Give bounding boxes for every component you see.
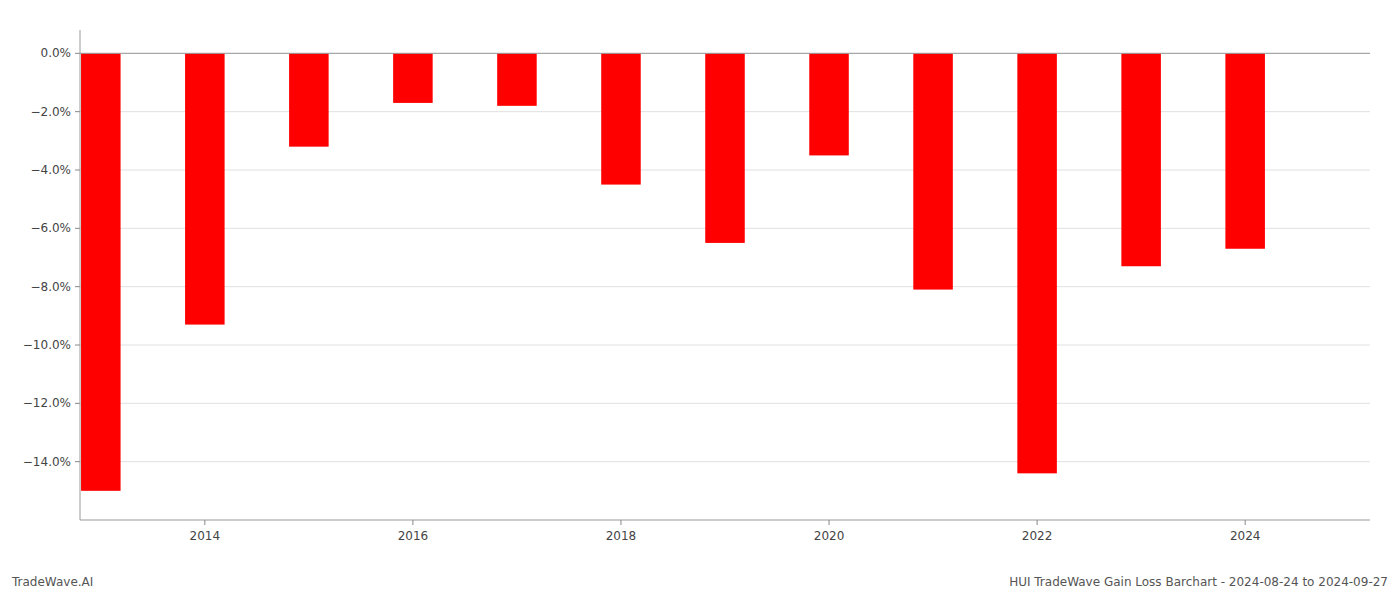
x-tick-label: 2022 bbox=[1022, 529, 1053, 543]
x-axis-line bbox=[80, 520, 1370, 521]
x-tick bbox=[1245, 520, 1246, 525]
bar bbox=[185, 53, 225, 324]
bar bbox=[1017, 53, 1057, 473]
bar bbox=[913, 53, 953, 289]
bar bbox=[809, 53, 849, 155]
grid-line bbox=[80, 345, 1370, 346]
footer-text: TradeWave.AI bbox=[11, 575, 93, 589]
bar bbox=[81, 53, 121, 491]
y-tick-label: −14.0% bbox=[23, 455, 71, 469]
x-tick-label: 2020 bbox=[814, 529, 845, 543]
grid-line bbox=[80, 403, 1370, 404]
x-tick-label: 2016 bbox=[398, 529, 429, 543]
y-tick bbox=[75, 53, 80, 54]
bar bbox=[289, 53, 329, 146]
bar bbox=[393, 53, 433, 103]
y-tick bbox=[75, 461, 80, 462]
y-tick-label: −2.0% bbox=[30, 105, 71, 119]
grid-line bbox=[80, 461, 1370, 462]
y-tick bbox=[75, 228, 80, 229]
y-grid bbox=[80, 53, 1370, 461]
x-tick-label: 2018 bbox=[606, 529, 637, 543]
chart: 0.0% −2.0% −4.0% −6.0% −8.0% −10.0% −12.0% −14.… bbox=[0, 0, 1400, 600]
footer-text: HUI TradeWave Gain Loss Barchart - 2024-… bbox=[1009, 575, 1388, 589]
y-tick-label: −6.0% bbox=[30, 221, 71, 235]
x-tick-label: 2024 bbox=[1230, 529, 1261, 543]
x-tick bbox=[412, 520, 413, 525]
x-tick bbox=[1037, 520, 1038, 525]
grid-line bbox=[80, 53, 1370, 54]
y-tick-label: −10.0% bbox=[23, 338, 71, 352]
y-tick bbox=[75, 403, 80, 404]
zero-line bbox=[80, 53, 1370, 54]
chart-container: 0.0% −2.0% −4.0% −6.0% −8.0% −10.0% −12.0% −14.… bbox=[0, 0, 1400, 600]
y-tick bbox=[75, 111, 80, 112]
x-tick bbox=[620, 520, 621, 525]
y-axis-line bbox=[80, 30, 81, 520]
y-tick-label: 0.0% bbox=[41, 46, 72, 60]
bar bbox=[1225, 53, 1265, 248]
x-tick bbox=[204, 520, 205, 525]
bar bbox=[497, 53, 537, 105]
y-tick-label: −4.0% bbox=[30, 163, 71, 177]
x-tick bbox=[829, 520, 830, 525]
y-tick bbox=[75, 286, 80, 287]
bar bbox=[601, 53, 641, 184]
y-tick-label: −12.0% bbox=[23, 396, 71, 410]
y-tick bbox=[75, 345, 80, 346]
grid-line bbox=[80, 286, 1370, 287]
y-tick bbox=[75, 170, 80, 171]
bar bbox=[705, 53, 745, 243]
bars bbox=[81, 53, 1265, 491]
bar bbox=[1121, 53, 1161, 266]
x-tick-label: 2014 bbox=[190, 529, 221, 543]
y-tick-label: −8.0% bbox=[30, 280, 71, 294]
